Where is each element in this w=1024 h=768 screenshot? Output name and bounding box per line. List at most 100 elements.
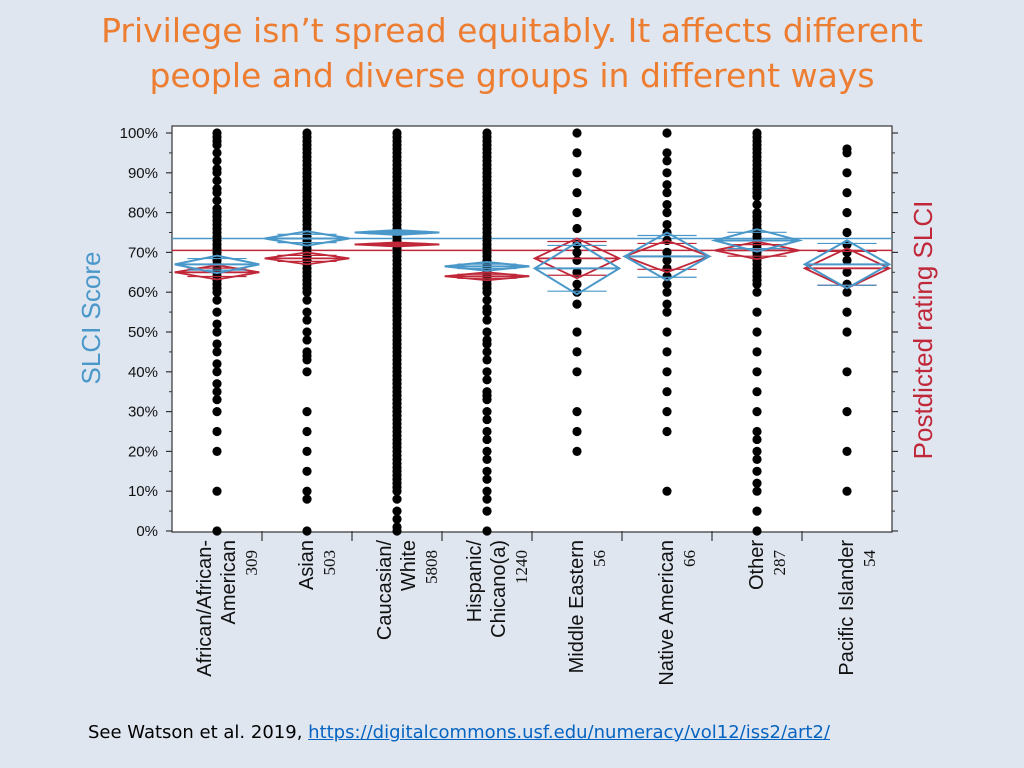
data-point <box>302 295 312 305</box>
y-tick-label: 0% <box>136 523 158 540</box>
data-point <box>662 426 672 437</box>
data-point <box>482 287 492 297</box>
data-point <box>842 188 852 198</box>
data-point <box>842 148 852 158</box>
data-point <box>212 407 222 417</box>
x-label-group: Hispanic/Chicano(a) 1240 <box>464 540 531 638</box>
data-point <box>572 128 582 138</box>
data-point <box>572 287 582 297</box>
data-point <box>482 327 492 337</box>
data-point <box>482 434 492 445</box>
data-point <box>212 307 222 317</box>
x-category-label: White <box>398 540 420 591</box>
data-point <box>482 355 492 365</box>
data-point <box>482 347 492 357</box>
data-point <box>842 407 852 417</box>
data-point <box>572 208 582 218</box>
citation-link[interactable]: https://digitalcommons.usf.edu/numeracy/… <box>308 722 831 743</box>
data-point <box>752 526 762 536</box>
data-point <box>662 279 672 289</box>
data-point <box>212 486 222 496</box>
data-point <box>572 168 582 178</box>
data-point <box>392 506 402 516</box>
x-category-count: 5808 <box>422 550 441 584</box>
data-point <box>842 367 852 377</box>
y-tick-label: 70% <box>128 244 158 261</box>
x-category-label: American <box>218 540 240 624</box>
data-point <box>752 307 762 317</box>
data-point <box>662 168 672 178</box>
x-category-count: 287 <box>770 550 789 576</box>
data-point <box>302 315 312 325</box>
x-label-group: Asian 503 <box>296 540 339 590</box>
data-point <box>302 327 312 337</box>
x-category-label: Asian <box>296 540 318 590</box>
x-label-group: African/African- American 309 <box>194 540 261 677</box>
x-category-count: 309 <box>242 550 261 576</box>
x-category-count: 1240 <box>512 550 531 584</box>
data-point <box>752 446 762 456</box>
data-point <box>212 359 222 369</box>
data-point <box>752 426 762 437</box>
x-category-label: Native American <box>656 540 678 686</box>
data-point <box>572 255 582 265</box>
data-point <box>842 255 852 265</box>
data-point <box>482 506 492 516</box>
citation-footer: See Watson et al. 2019, https://digitalc… <box>88 722 830 743</box>
x-category-count: 54 <box>860 550 879 568</box>
x-category-count: 503 <box>320 550 339 576</box>
data-point <box>482 426 492 437</box>
x-category-count: 56 <box>590 550 609 567</box>
x-category-count: 66 <box>680 550 699 567</box>
data-point <box>212 287 222 297</box>
data-point <box>662 208 672 218</box>
data-point <box>752 192 762 202</box>
y-tick-label: 50% <box>128 324 158 341</box>
x-category-label: Pacific Islander <box>836 540 858 676</box>
y-tick-label: 90% <box>128 165 158 182</box>
data-point <box>752 200 762 210</box>
data-point <box>302 407 312 417</box>
data-point <box>662 307 672 317</box>
data-point <box>752 287 762 297</box>
citation-text: See Watson et al. 2019, <box>88 722 303 743</box>
data-point <box>482 486 492 496</box>
data-point <box>212 140 222 150</box>
data-point <box>482 466 492 476</box>
data-point <box>572 299 582 309</box>
x-label-group: Native American 66 <box>656 540 699 686</box>
group-separators <box>261 531 803 541</box>
data-point <box>842 327 852 337</box>
data-point <box>212 188 222 198</box>
data-point <box>302 355 312 365</box>
slide-title: Privilege isn’t spread equitably. It aff… <box>0 8 1024 98</box>
data-point <box>212 295 222 305</box>
data-point <box>302 335 312 345</box>
x-category-label: African/African- <box>194 540 216 677</box>
data-point <box>392 486 402 496</box>
data-point <box>392 494 402 504</box>
data-point <box>572 446 582 456</box>
plot-background <box>171 125 893 533</box>
data-point <box>662 188 672 198</box>
data-point <box>482 407 492 417</box>
data-point <box>392 526 402 536</box>
data-point <box>662 148 672 158</box>
data-point <box>662 200 672 210</box>
data-point <box>662 287 672 297</box>
data-point <box>302 287 312 297</box>
data-point <box>752 486 762 496</box>
x-category-label: Caucasian/ <box>374 540 396 641</box>
y-tick-label: 30% <box>128 404 158 421</box>
data-point <box>752 279 762 289</box>
data-point <box>302 466 312 476</box>
data-point <box>752 466 762 476</box>
x-category-label: Chicano(a) <box>488 540 510 638</box>
y-axis-label-right: Postdicted rating SLCI <box>908 201 938 460</box>
data-point <box>572 279 582 289</box>
data-point <box>842 446 852 456</box>
data-point <box>662 387 672 397</box>
x-category-label: Other <box>746 540 768 590</box>
data-point <box>662 180 672 190</box>
